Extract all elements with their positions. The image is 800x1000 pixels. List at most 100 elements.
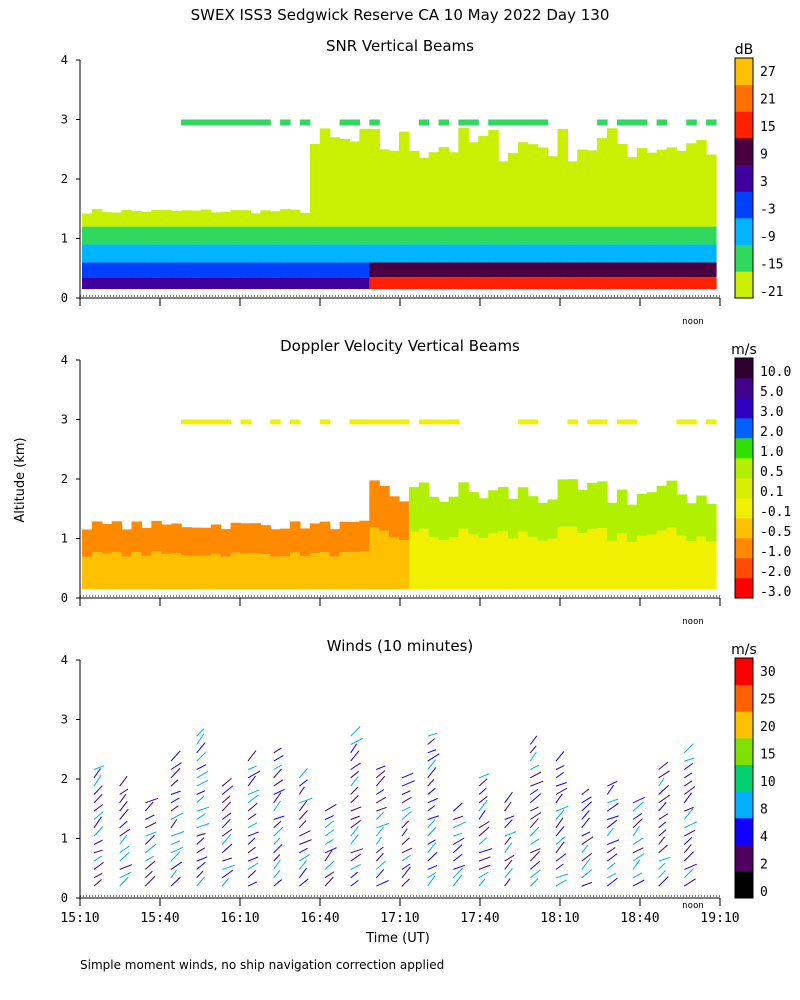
wind-barb bbox=[324, 847, 337, 854]
colorbar-swatch bbox=[735, 518, 753, 539]
heat-cell bbox=[220, 556, 232, 590]
heat-cell bbox=[220, 529, 232, 557]
wind-barb bbox=[504, 836, 512, 845]
heat-cell bbox=[181, 527, 192, 556]
heat-cell bbox=[359, 277, 370, 290]
heat-cell bbox=[626, 244, 638, 263]
heat-cell bbox=[389, 244, 400, 263]
heat-cell bbox=[220, 211, 232, 227]
wind-barb bbox=[119, 820, 128, 829]
wind-barb bbox=[427, 753, 440, 762]
colorbar-units: m/s bbox=[731, 642, 757, 658]
wind-barb bbox=[684, 806, 694, 812]
wind-barb bbox=[401, 790, 411, 795]
wind-barb bbox=[555, 805, 569, 812]
heat-cell bbox=[329, 262, 341, 278]
heat-cell bbox=[508, 119, 519, 126]
wind-barb bbox=[221, 785, 234, 795]
wind-barb bbox=[478, 778, 488, 787]
colorbar-swatch bbox=[735, 578, 753, 599]
wind-barb bbox=[555, 782, 567, 787]
colorbar: m/s10.0 5.0 3.0 2.0 1.0 0.5 0.1 -0.1 -0.5 -1.0 -2.… bbox=[731, 342, 791, 600]
heat-cell bbox=[696, 495, 707, 537]
wind-barb bbox=[221, 795, 231, 804]
heat-cell bbox=[676, 535, 687, 589]
heat-cell bbox=[280, 209, 291, 227]
wind-barb bbox=[606, 828, 614, 837]
wind-barb bbox=[658, 836, 665, 845]
y-tick-label: 2 bbox=[61, 172, 68, 186]
heat-cell bbox=[616, 532, 628, 589]
heat-cell bbox=[280, 226, 291, 245]
wind-barb bbox=[427, 787, 436, 795]
colorbar-swatch bbox=[735, 84, 753, 112]
heat-cell bbox=[706, 119, 717, 126]
heat-cell bbox=[438, 226, 450, 245]
wind-barb bbox=[581, 831, 591, 837]
heat-cell bbox=[656, 244, 668, 263]
heat-cell bbox=[240, 226, 251, 245]
wind-barb bbox=[145, 822, 157, 829]
wind-barb bbox=[93, 849, 103, 854]
heat-cell bbox=[309, 244, 321, 263]
heat-cell bbox=[260, 244, 271, 263]
colorbar-label: 9 bbox=[760, 148, 768, 163]
y-tick-label: 4 bbox=[61, 53, 68, 67]
heat-cell bbox=[537, 540, 549, 590]
heat-cell bbox=[200, 555, 212, 589]
heat-cell bbox=[527, 244, 539, 263]
heat-cell bbox=[438, 277, 450, 290]
footnote: Simple moment winds, no ship navigation … bbox=[80, 958, 445, 972]
wind-barb bbox=[529, 735, 538, 745]
heat-cell bbox=[369, 419, 380, 425]
wind-barb bbox=[529, 860, 541, 870]
heat-cell bbox=[587, 419, 598, 425]
heat-cell bbox=[676, 244, 687, 263]
heat-cell bbox=[527, 496, 539, 537]
wind-barb bbox=[299, 847, 308, 854]
heat-cell bbox=[399, 226, 410, 245]
wind-barb bbox=[221, 818, 231, 829]
heat-cell bbox=[339, 244, 351, 263]
wind-barb bbox=[530, 788, 539, 795]
wind-barb bbox=[119, 775, 128, 787]
heat-cell bbox=[468, 262, 479, 278]
heat-cell bbox=[636, 535, 648, 590]
wind-barb bbox=[196, 813, 206, 820]
wind-barb bbox=[119, 808, 129, 820]
wind-barb bbox=[222, 869, 234, 879]
wind-barb bbox=[453, 821, 467, 829]
wind-barb bbox=[401, 780, 415, 787]
heat-cell bbox=[210, 277, 222, 290]
colorbar-swatch bbox=[735, 478, 753, 499]
heat-cell bbox=[141, 555, 152, 589]
heat-cell bbox=[696, 226, 707, 245]
wind-barb bbox=[247, 775, 256, 787]
heat-cell bbox=[250, 119, 261, 126]
heat-cell bbox=[448, 537, 459, 590]
heat-cell bbox=[121, 244, 133, 263]
wind-barb bbox=[196, 856, 208, 862]
panel-title: Winds (10 minutes) bbox=[327, 637, 474, 655]
heat-cell bbox=[676, 150, 687, 227]
wind-barb bbox=[299, 853, 310, 862]
heat-cell bbox=[101, 553, 113, 589]
heat-cell bbox=[448, 496, 459, 538]
heat-cell bbox=[636, 494, 648, 536]
wind-barb bbox=[324, 860, 335, 870]
wind-barb bbox=[324, 820, 335, 829]
wind-barb bbox=[427, 872, 437, 879]
heat-cell bbox=[270, 556, 281, 590]
heat-cell bbox=[438, 419, 450, 425]
heat-cell bbox=[597, 419, 608, 425]
wind-barb bbox=[478, 848, 493, 854]
heat-cell bbox=[537, 502, 549, 541]
wind-barb bbox=[606, 853, 618, 862]
wind-barb bbox=[607, 839, 620, 845]
wind-barb bbox=[247, 770, 261, 779]
wind-barb bbox=[93, 839, 103, 845]
wind-barb bbox=[222, 857, 232, 862]
wind-barb bbox=[529, 818, 539, 829]
wind-barb bbox=[427, 805, 436, 812]
wind-barb bbox=[684, 772, 693, 779]
